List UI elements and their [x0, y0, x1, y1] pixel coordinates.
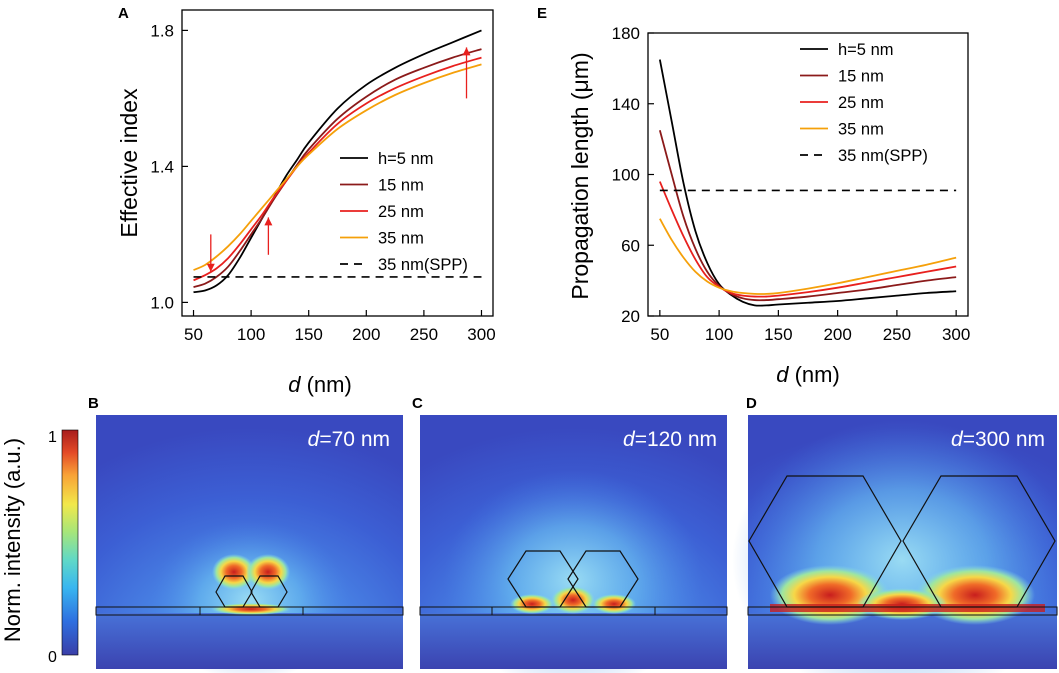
x-tick-label: 100: [705, 325, 733, 344]
field-label-d-var: d: [951, 428, 964, 451]
gap-hotspot-band: [770, 604, 1045, 612]
annotation-arrow-head: [462, 47, 471, 56]
x-axis-label-e-unit: (nm): [788, 362, 839, 387]
legend-label: 25 nm: [838, 94, 884, 112]
x-tick-label: 100: [237, 325, 265, 344]
x-tick-label: 50: [184, 325, 203, 344]
field-label-b: d=70 nm: [308, 428, 390, 451]
x-tick-label: 250: [883, 325, 911, 344]
hexagon-outline: [215, 575, 253, 608]
hotspot: [212, 554, 256, 590]
y-tick-label: 60: [621, 236, 640, 255]
x-tick-label: 250: [410, 325, 438, 344]
series-line-2: [193, 48, 482, 288]
x-tick-label: 300: [942, 325, 970, 344]
colorbar: 1 0 Norm. intensity (a.u.): [0, 429, 79, 666]
x-axis-label-e: d (nm): [776, 362, 840, 387]
hotspot: [592, 594, 636, 614]
gap-layer-outline: [419, 606, 728, 616]
y-tick-label: 100: [612, 166, 640, 185]
colorbar-label: Norm. intensity (a.u.): [0, 438, 25, 642]
plot-frame: [181, 9, 494, 317]
series-line-3: [193, 56, 482, 282]
annotation-arrow-head: [206, 263, 215, 272]
legend-label: h=5 nm: [838, 41, 894, 59]
hexagon-outline: [567, 550, 639, 608]
hotspot: [211, 603, 291, 615]
y-axis-label-e: Propagation length (μm): [567, 52, 593, 299]
series-line-4: [193, 63, 482, 271]
field-label-d: d=300 nm: [951, 428, 1045, 451]
substrate: [96, 613, 403, 669]
substrate: [748, 613, 1057, 669]
plot-area-a: 50 100 150 200 250 300 1.0 1.4 1.8: [150, 21, 495, 344]
x-tick-label: 150: [295, 325, 323, 344]
legend-label: 35 nm(SPP): [378, 256, 468, 274]
legend-label: 35 nm: [838, 121, 884, 139]
hotspot: [510, 594, 554, 614]
panel-letter-e: E: [537, 5, 547, 22]
y-tick-label: 1.4: [150, 157, 174, 176]
colorbar-max-label: 1: [48, 429, 57, 446]
legend-e: h=5 nm 15 nm 25 nm 35 nm 35 nm(SPP): [800, 41, 928, 165]
y-tick-label: 20: [621, 307, 640, 326]
x-tick-label: 50: [650, 325, 669, 344]
series-line-2: [658, 130, 957, 302]
series-line-3: [659, 181, 957, 298]
series-line-1: [658, 59, 957, 307]
x-tick-label: 200: [352, 325, 380, 344]
x-tick-label: 200: [823, 325, 851, 344]
y-tick-label: 1.0: [150, 293, 174, 312]
series-line-1: [193, 29, 482, 294]
series-line-4: [659, 218, 957, 295]
legend-label: 25 nm: [378, 203, 424, 221]
gap-layer-outline: [747, 606, 1058, 616]
field-map-c: C d=120 nm: [412, 395, 728, 673]
panel-letter-b: B: [88, 395, 99, 412]
field-map-b: B d=70 nm: [88, 395, 404, 673]
x-axis-label-e-var: d: [776, 362, 789, 387]
legend-label: 35 nm: [378, 230, 424, 248]
hexagon-outline: [250, 575, 288, 608]
propagation-length-chart: E 50 100 150 200 250 300 20 60 100 140 180 h=5 nm 1…: [537, 5, 970, 387]
gap-layer-outline: [95, 606, 404, 616]
panel-letter-d: D: [746, 395, 757, 412]
legend-label: 15 nm: [378, 177, 424, 195]
plot-area-e: 50 100 150 200 250 300 20 60 100 140 180: [612, 24, 971, 344]
hexagon-outline: [902, 475, 1056, 608]
field-label-c-value: =120 nm: [635, 428, 717, 451]
colorbar-gradient: [61, 429, 79, 656]
hexagon-outline: [507, 550, 579, 608]
hexagon-outline: [748, 475, 902, 608]
x-tick-label: 150: [764, 325, 792, 344]
legend-a: h=5 nm 15 nm 25 nm 35 nm 35 nm(SPP): [340, 150, 468, 274]
effective-index-chart: A 50 100 150 200 250 300 1.0 1.4 1.8 h=5 nm 15 nm…: [116, 5, 496, 397]
legend-label: 35 nm(SPP): [838, 147, 928, 165]
hotspot: [551, 586, 595, 614]
x-tick-label: 300: [467, 325, 495, 344]
colorbar-min-label: 0: [48, 649, 57, 666]
field-label-c: d=120 nm: [623, 428, 717, 451]
panel-letter-a: A: [118, 5, 129, 22]
y-tick-label: 180: [612, 24, 640, 43]
legend-label: h=5 nm: [378, 150, 434, 168]
field-label-b-value: =70 nm: [319, 428, 390, 451]
legend-label: 15 nm: [838, 68, 884, 86]
y-axis-label-a: Effective index: [116, 88, 142, 238]
substrate: [420, 613, 727, 669]
annotation-arrow-head: [264, 217, 273, 226]
field-label-b-var: d: [308, 428, 321, 451]
field-label-c-var: d: [623, 428, 636, 451]
y-tick-label: 1.8: [150, 21, 174, 40]
field-map-d: D d=300 nm: [732, 395, 1059, 673]
panel-letter-c: C: [412, 395, 423, 412]
y-tick-label: 140: [612, 95, 640, 114]
x-axis-label-a-var: d: [288, 372, 301, 397]
field-label-d-value: =300 nm: [963, 428, 1045, 451]
x-axis-label-a: d (nm): [288, 372, 352, 397]
x-axis-label-a-unit: (nm): [300, 372, 351, 397]
